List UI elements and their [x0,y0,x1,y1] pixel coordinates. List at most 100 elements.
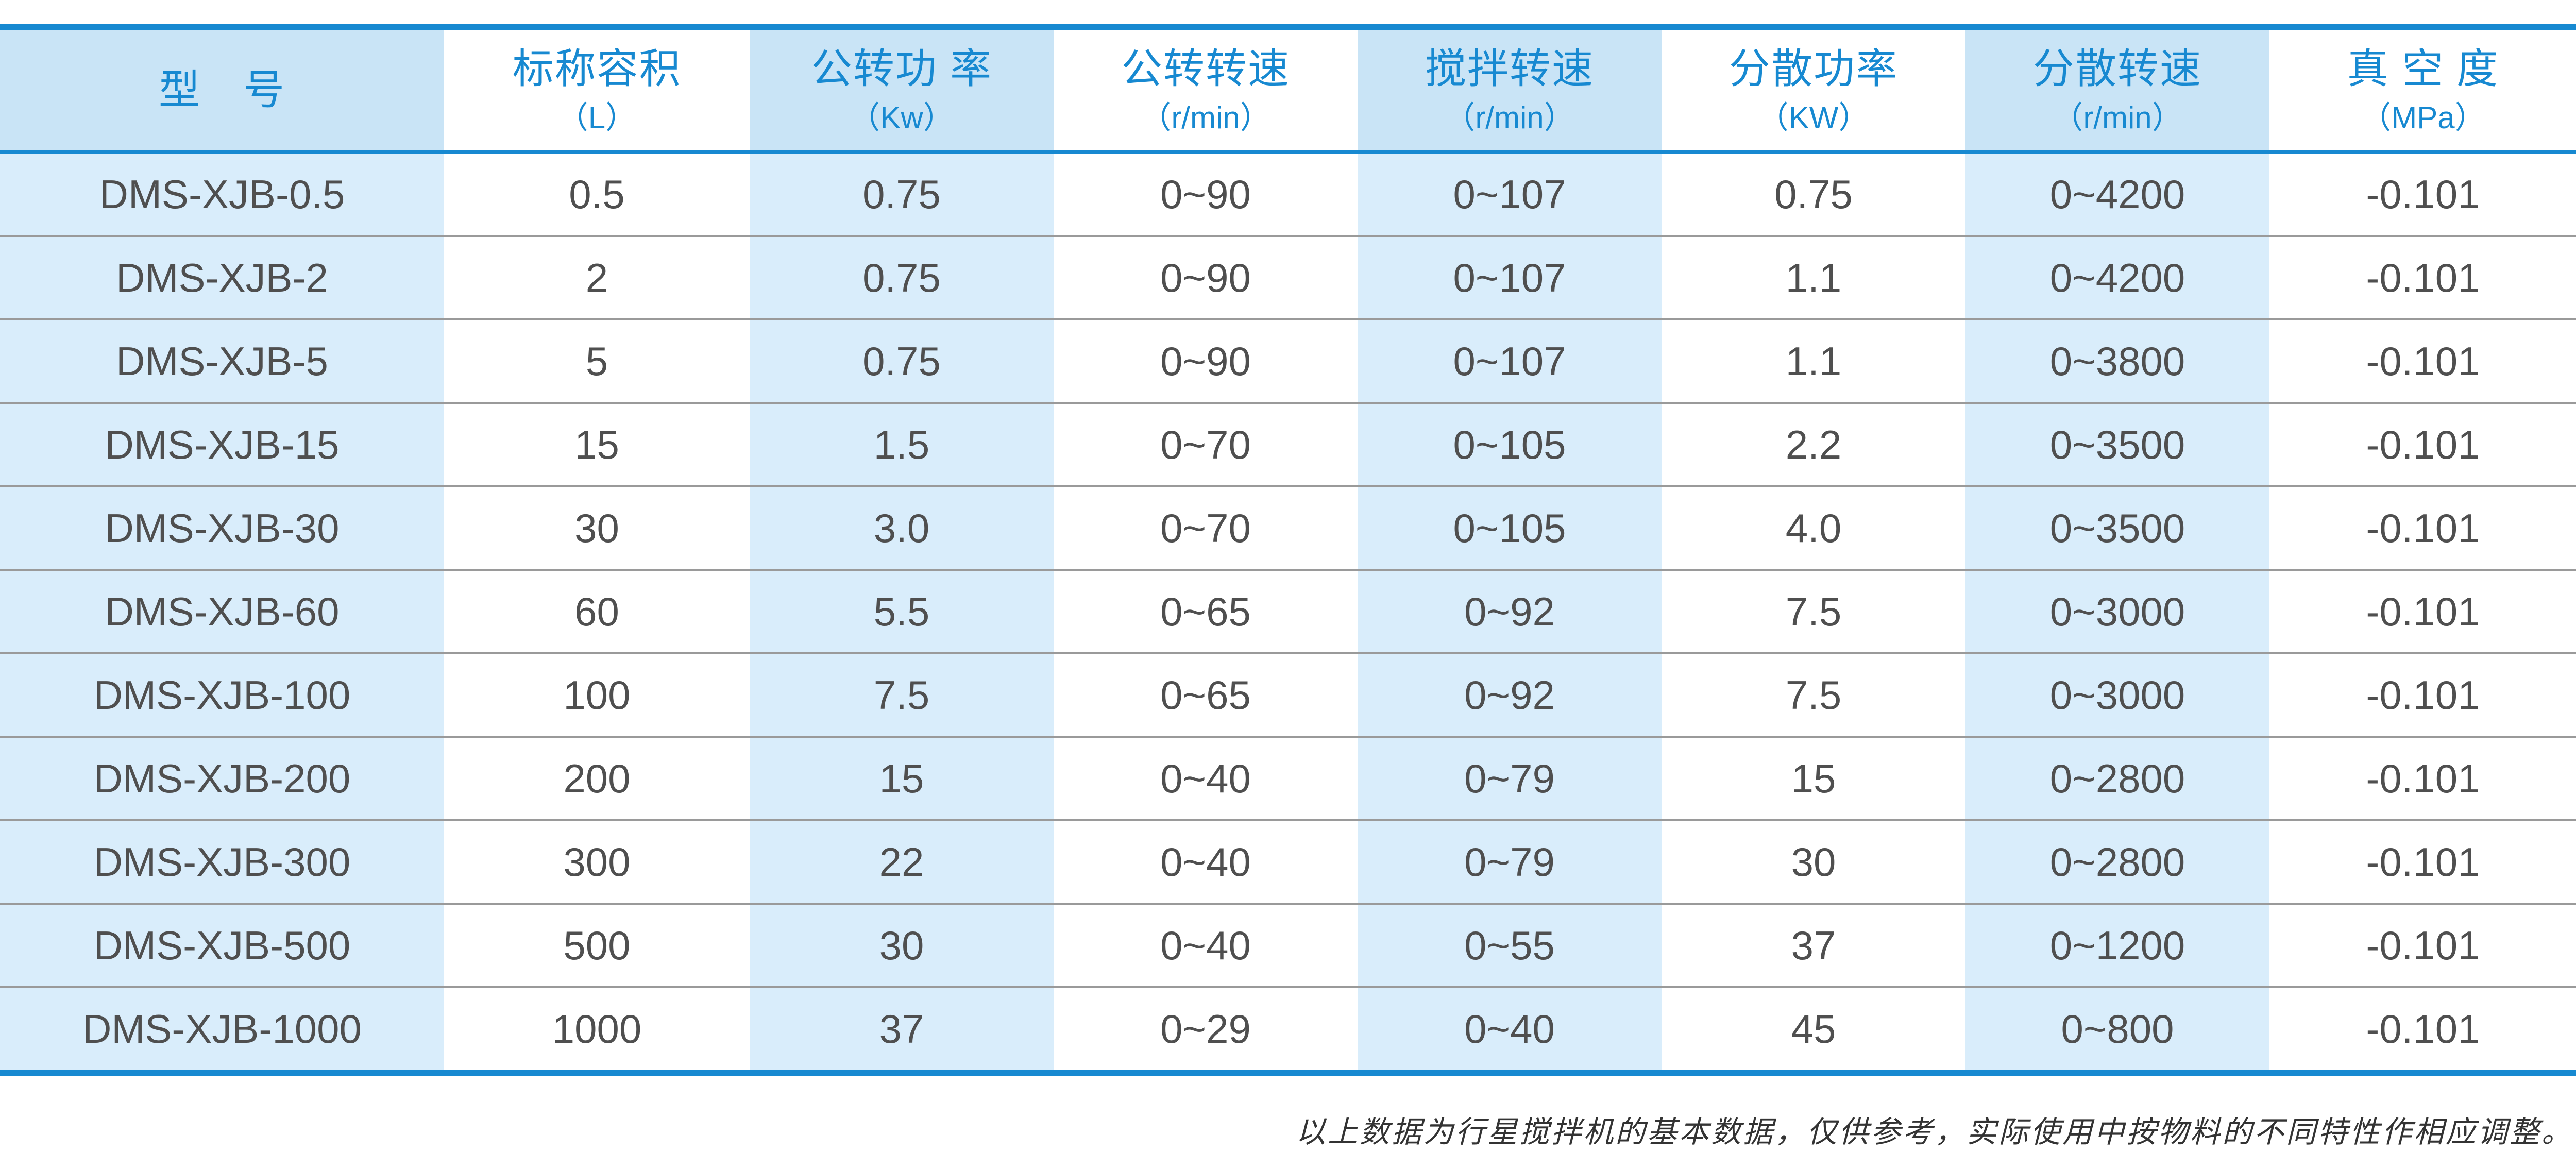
cell-dispersion-speed: 0~4200 [1965,154,2269,235]
cell-dispersion-power: 0.75 [1662,154,1965,235]
cell-model: DMS-XJB-30 [0,487,444,569]
cell-revolution-speed: 0~65 [1054,654,1358,736]
cell-revolution-speed: 0~29 [1054,988,1358,1070]
cell-revolution-power: 3.0 [750,487,1054,569]
cell-model: DMS-XJB-60 [0,571,444,652]
cell-vacuum: -0.101 [2269,404,2576,485]
cell-revolution-power: 0.75 [750,320,1054,402]
table-row: DMS-XJB-5 5 0.75 0~90 0~107 1.1 0~3800 -… [0,320,2576,404]
cell-model: DMS-XJB-500 [0,905,444,986]
column-unit: （MPa） [2360,100,2486,135]
cell-capacity: 60 [444,571,750,652]
cell-capacity: 200 [444,738,750,819]
cell-stir-speed: 0~79 [1358,821,1662,903]
footer-disclaimer-text: 以上数据为行星搅拌机的基本数据，仅供参考，实际使用中按物料的不同特性作相应调整。 [1295,1114,2573,1149]
cell-vacuum: -0.101 [2269,487,2576,569]
cell-revolution-power: 37 [750,988,1054,1070]
cell-capacity: 5 [444,320,750,402]
column-unit: （Kw） [849,100,954,135]
column-unit: （L） [557,100,637,135]
header-separator-line [0,150,2576,154]
table-header-row: 型 号 标称容积 （L） 公转功 率 （Kw） 公转转速 （r/min） 搅拌转… [0,30,2576,150]
cell-model: DMS-XJB-300 [0,821,444,903]
column-header-model: 型 号 [0,30,444,150]
cell-stir-speed: 0~107 [1358,237,1662,318]
cell-model: DMS-XJB-0.5 [0,154,444,235]
cell-revolution-power: 5.5 [750,571,1054,652]
cell-revolution-speed: 0~40 [1054,905,1358,986]
table-row: DMS-XJB-200 200 15 0~40 0~79 15 0~2800 -… [0,738,2576,821]
cell-stir-speed: 0~40 [1358,988,1662,1070]
cell-revolution-power: 0.75 [750,237,1054,318]
cell-stir-speed: 0~105 [1358,404,1662,485]
cell-vacuum: -0.101 [2269,654,2576,736]
cell-capacity: 15 [444,404,750,485]
cell-model: DMS-XJB-5 [0,320,444,402]
cell-revolution-speed: 0~70 [1054,487,1358,569]
cell-revolution-speed: 0~40 [1054,738,1358,819]
cell-dispersion-speed: 0~2800 [1965,821,2269,903]
cell-model: DMS-XJB-15 [0,404,444,485]
cell-dispersion-speed: 0~3000 [1965,571,2269,652]
cell-capacity: 100 [444,654,750,736]
cell-model: DMS-XJB-200 [0,738,444,819]
cell-capacity: 0.5 [444,154,750,235]
cell-stir-speed: 0~79 [1358,738,1662,819]
cell-dispersion-power: 4.0 [1662,487,1965,569]
cell-revolution-power: 0.75 [750,154,1054,235]
table-top-border [0,24,2576,30]
table-row: DMS-XJB-0.5 0.5 0.75 0~90 0~107 0.75 0~4… [0,154,2576,237]
cell-revolution-power: 15 [750,738,1054,819]
cell-revolution-speed: 0~90 [1054,237,1358,318]
cell-vacuum: -0.101 [2269,154,2576,235]
cell-dispersion-speed: 0~2800 [1965,738,2269,819]
cell-vacuum: -0.101 [2269,237,2576,318]
column-header-dispersion-power: 分散功率 （KW） [1662,30,1965,150]
table-row: DMS-XJB-500 500 30 0~40 0~55 37 0~1200 -… [0,905,2576,988]
column-title: 标称容积 [512,45,682,92]
cell-dispersion-speed: 0~3500 [1965,404,2269,485]
table-row: DMS-XJB-30 30 3.0 0~70 0~105 4.0 0~3500 … [0,487,2576,571]
cell-vacuum: -0.101 [2269,738,2576,819]
cell-model: DMS-XJB-2 [0,237,444,318]
column-header-dispersion-speed: 分散转速 （r/min） [1965,30,2269,150]
cell-dispersion-speed: 0~4200 [1965,237,2269,318]
cell-revolution-power: 30 [750,905,1054,986]
column-header-capacity: 标称容积 （L） [444,30,750,150]
cell-capacity: 500 [444,905,750,986]
cell-stir-speed: 0~107 [1358,154,1662,235]
column-title: 型 号 [159,67,285,113]
cell-model: DMS-XJB-1000 [0,988,444,1070]
cell-dispersion-power: 30 [1662,821,1965,903]
column-title: 搅拌转速 [1425,45,1594,92]
column-unit: （r/min） [1140,100,1271,135]
cell-capacity: 1000 [444,988,750,1070]
cell-capacity: 2 [444,237,750,318]
column-title: 分散转速 [2033,45,2202,92]
table-row: DMS-XJB-60 60 5.5 0~65 0~92 7.5 0~3000 -… [0,571,2576,654]
column-unit: （r/min） [2052,100,2183,135]
cell-dispersion-speed: 0~3500 [1965,487,2269,569]
column-title: 公转转速 [1121,45,1290,92]
cell-stir-speed: 0~92 [1358,571,1662,652]
cell-capacity: 300 [444,821,750,903]
table-bottom-border [0,1070,2576,1076]
column-unit: （r/min） [1444,100,1575,135]
cell-revolution-speed: 0~40 [1054,821,1358,903]
cell-dispersion-speed: 0~1200 [1965,905,2269,986]
cell-dispersion-power: 37 [1662,905,1965,986]
cell-dispersion-speed: 0~3000 [1965,654,2269,736]
cell-revolution-speed: 0~70 [1054,404,1358,485]
table-row: DMS-XJB-1000 1000 37 0~29 0~40 45 0~800 … [0,988,2576,1070]
cell-vacuum: -0.101 [2269,320,2576,402]
cell-model: DMS-XJB-100 [0,654,444,736]
cell-dispersion-power: 1.1 [1662,320,1965,402]
cell-revolution-power: 22 [750,821,1054,903]
cell-revolution-power: 7.5 [750,654,1054,736]
table-row: DMS-XJB-100 100 7.5 0~65 0~92 7.5 0~3000… [0,654,2576,738]
cell-revolution-power: 1.5 [750,404,1054,485]
column-title: 公转功 率 [810,45,993,92]
cell-revolution-speed: 0~90 [1054,320,1358,402]
table-row: DMS-XJB-2 2 0.75 0~90 0~107 1.1 0~4200 -… [0,237,2576,320]
